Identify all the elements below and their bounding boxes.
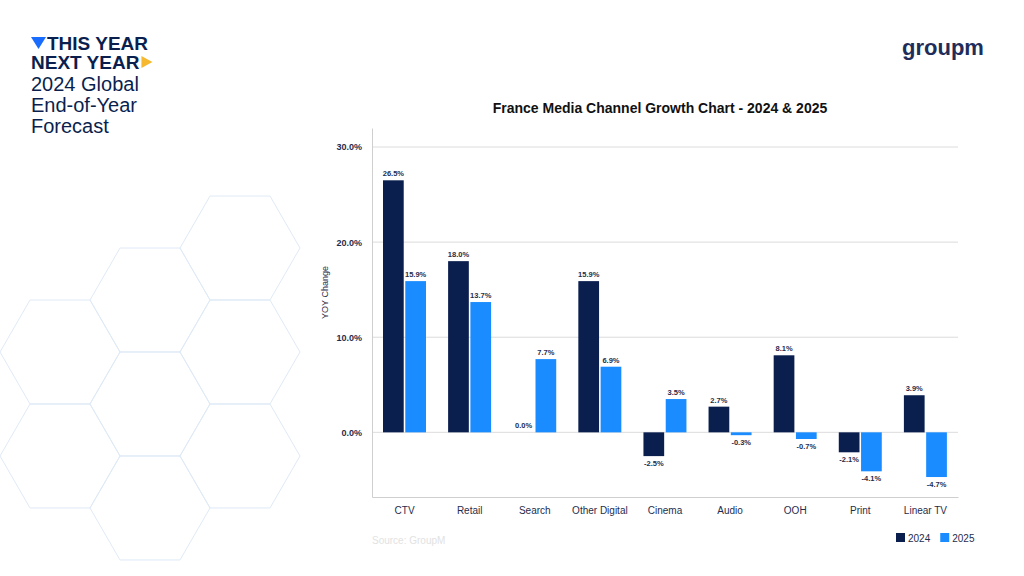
bar <box>513 432 534 433</box>
data-label: 6.9% <box>602 356 619 365</box>
y-tick-label: 20.0% <box>336 238 362 248</box>
grid-line <box>372 147 958 148</box>
legend-label: 2024 <box>908 533 931 544</box>
x-tick: Cinema <box>648 497 683 516</box>
y-tick-label: 0.0% <box>341 428 362 438</box>
bar <box>643 432 664 456</box>
x-tick: OOH <box>784 497 807 516</box>
bar <box>709 407 730 433</box>
data-label: 7.7% <box>537 348 554 357</box>
data-label: -4.1% <box>862 474 882 483</box>
bar <box>926 432 947 477</box>
data-label: 3.9% <box>906 384 923 393</box>
header-line: THIS YEAR <box>47 33 148 54</box>
header-subtitle: 2024 Global <box>31 73 139 95</box>
data-label: 26.5% <box>383 169 405 178</box>
y-tick-label: 10.0% <box>336 333 362 343</box>
data-labels: 26.5% 18.0% 0.0% 15.9% -2.5% 2.7% 8.1% -2.1% 3.9… <box>383 169 947 489</box>
bar <box>839 432 860 452</box>
bar <box>904 395 925 432</box>
hexagon <box>180 300 300 404</box>
x-tick-label: Retail <box>457 505 483 516</box>
bar <box>536 359 557 432</box>
y-tick: 30.0% <box>336 142 372 152</box>
data-label: 0.0% <box>515 421 532 430</box>
header-triangle <box>141 56 152 68</box>
header-triangle <box>31 37 46 49</box>
bar <box>470 302 491 432</box>
data-label: -0.3% <box>731 438 751 447</box>
legend-swatch <box>940 533 949 542</box>
data-label: 15.9% <box>405 270 427 279</box>
y-tick: 0.0% <box>341 428 372 438</box>
y-axis: 0.0% 10.0% 20.0% 30.0% <box>336 129 372 498</box>
y-tick: 10.0% <box>336 333 372 343</box>
bar <box>774 355 795 432</box>
bar <box>383 180 404 432</box>
bar <box>666 399 687 432</box>
x-tick-label: Print <box>850 505 871 516</box>
decoration <box>0 196 300 560</box>
x-axis-line <box>373 497 959 498</box>
page: THIS YEARNEXT YEAR2024 GlobalEnd-of-Year… <box>0 0 1024 576</box>
x-tick: CTV <box>395 497 415 516</box>
hexagon <box>0 404 120 508</box>
bars <box>383 180 947 477</box>
bar <box>796 432 817 439</box>
x-tick-label: Audio <box>717 505 743 516</box>
data-label: 15.9% <box>578 270 600 279</box>
x-tick: Search <box>519 497 551 516</box>
bar <box>861 432 882 471</box>
x-tick: Retail <box>457 497 483 516</box>
hexagon <box>180 404 300 508</box>
hexagon <box>90 456 210 560</box>
bar <box>405 281 426 432</box>
hexagon <box>90 248 210 352</box>
x-tick: Linear TV <box>904 497 948 516</box>
data-label: 8.1% <box>775 344 792 353</box>
header-subtitle: End-of-Year <box>31 94 137 116</box>
chart-title: France Media Channel Growth Chart - 2024… <box>493 100 828 116</box>
source: Source: GroupM <box>372 535 445 546</box>
y-axis-title: YOY Change <box>320 266 330 319</box>
data-label: -2.1% <box>839 455 859 464</box>
data-label: 2.7% <box>710 396 727 405</box>
x-tick-label: CTV <box>395 505 415 516</box>
x-axis: CTV Retail Search Other Digital Cinema Audio O… <box>373 497 959 516</box>
x-tick-label: OOH <box>784 505 807 516</box>
bar <box>578 281 599 432</box>
hexagon <box>0 300 120 404</box>
grid <box>372 147 958 432</box>
data-label: -0.7% <box>797 442 817 451</box>
data-label: 13.7% <box>470 291 492 300</box>
bar <box>448 261 469 432</box>
x-tick: Audio <box>717 497 743 516</box>
header: THIS YEARNEXT YEAR2024 GlobalEnd-of-Year… <box>31 33 984 137</box>
x-tick: Other Digital <box>572 497 628 516</box>
bar <box>601 367 622 433</box>
x-tick-label: Cinema <box>648 505 683 516</box>
y-tick-label: 30.0% <box>336 142 362 152</box>
logo: groupm <box>902 35 984 60</box>
hexagon <box>180 196 300 300</box>
x-tick: Print <box>850 497 871 516</box>
data-label: -2.5% <box>644 459 664 468</box>
hexagon <box>90 352 210 456</box>
header-line: NEXT YEAR <box>31 52 140 73</box>
legend-label: 2025 <box>952 533 975 544</box>
data-label: 18.0% <box>448 250 470 259</box>
legend-swatch <box>896 533 905 542</box>
x-tick-label: Linear TV <box>904 505 948 516</box>
legend: 2024 2025 <box>896 533 975 544</box>
y-axis-line <box>372 129 373 498</box>
data-label: -4.7% <box>927 480 947 489</box>
bar <box>731 432 752 435</box>
header-subtitle: Forecast <box>31 115 109 137</box>
y-tick: 20.0% <box>336 238 372 248</box>
data-label: 3.5% <box>668 388 685 397</box>
x-tick-label: Other Digital <box>572 505 628 516</box>
grid-line <box>372 242 958 243</box>
x-tick-label: Search <box>519 505 551 516</box>
